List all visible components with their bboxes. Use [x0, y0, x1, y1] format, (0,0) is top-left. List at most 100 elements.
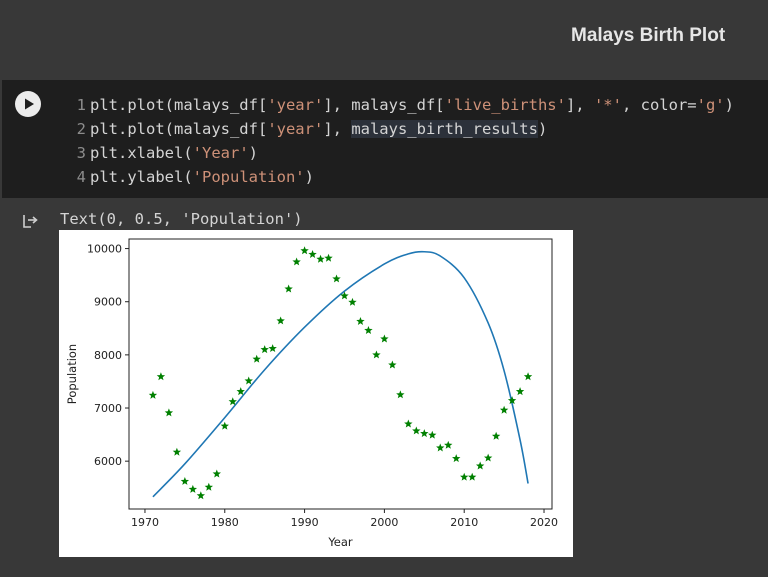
play-icon	[25, 98, 34, 110]
data-point	[404, 419, 413, 428]
data-point	[380, 334, 389, 343]
plot-frame	[128, 238, 553, 510]
code-line[interactable]: 4 plt.ylabel('Population')	[62, 165, 734, 189]
code-token: ],	[565, 96, 594, 114]
run-cell-button[interactable]	[15, 91, 41, 117]
data-point	[268, 344, 277, 353]
data-point	[388, 360, 397, 369]
data-point	[220, 421, 229, 430]
y-tick-label: 9000	[94, 296, 122, 309]
code-token: plt.ylabel(	[90, 168, 193, 186]
y-tick-label: 7000	[94, 402, 122, 415]
y-tick-label: 10000	[87, 243, 122, 256]
code-token: 'year'	[267, 96, 324, 114]
data-point	[316, 254, 325, 263]
data-point	[436, 443, 445, 452]
data-point	[148, 390, 158, 399]
data-point	[460, 472, 469, 481]
data-point	[332, 274, 341, 283]
data-point	[244, 376, 253, 385]
data-point	[412, 426, 421, 435]
code-token: ],	[323, 120, 352, 138]
code-cell[interactable]	[2, 80, 768, 198]
output-arrow-icon[interactable]	[22, 214, 40, 230]
code-token: 'year'	[267, 120, 324, 138]
code-editor[interactable]: 1 plt.plot(malays_df['year'], malays_df['…	[62, 93, 734, 189]
data-point	[372, 350, 381, 359]
x-tick-label: 1970	[131, 516, 159, 529]
data-point	[507, 396, 517, 405]
data-point	[428, 430, 437, 439]
data-point	[444, 440, 453, 449]
data-point	[228, 397, 237, 406]
data-point	[475, 461, 485, 470]
y-axis-label: Population	[65, 344, 79, 404]
data-point	[276, 316, 285, 325]
data-point	[515, 387, 525, 396]
code-token: 'live_births'	[444, 96, 566, 114]
code-token: '*'	[593, 96, 622, 114]
line-number: 1	[76, 96, 86, 114]
data-point	[164, 408, 174, 417]
data-point	[308, 250, 317, 258]
code-line[interactable]: 3 plt.xlabel('Year')	[62, 141, 734, 165]
data-point	[523, 372, 533, 381]
data-point	[499, 405, 509, 414]
data-point	[483, 453, 493, 462]
text-cell-heading: Malays Birth Plot	[0, 0, 768, 78]
line-number: 2	[76, 120, 86, 138]
x-tick-label: 2000	[370, 516, 398, 529]
data-point	[172, 447, 182, 456]
line-number: 4	[76, 168, 86, 186]
x-tick-label: 2010	[450, 516, 478, 529]
code-token: 'Year'	[192, 144, 249, 162]
code-token: plt.xlabel(	[90, 144, 193, 162]
code-token: 'Population'	[192, 168, 305, 186]
data-point	[196, 491, 206, 500]
data-point	[324, 253, 333, 262]
code-token: , color=	[621, 96, 697, 114]
code-token: )	[304, 168, 314, 186]
data-point	[420, 429, 429, 438]
y-tick-label: 8000	[94, 349, 122, 362]
data-point	[236, 387, 245, 396]
code-token: 'g'	[696, 96, 725, 114]
series-line-fit	[152, 250, 529, 498]
data-point	[156, 372, 166, 381]
data-point	[212, 469, 221, 478]
code-line[interactable]: 1 plt.plot(malays_df['year'], malays_df['…	[62, 93, 734, 117]
chart-svg: 1970 1980 1990 2000 2010 2020 6000 7000 8000 900…	[65, 238, 558, 549]
x-tick-label: 2020	[530, 516, 558, 529]
data-point	[364, 326, 373, 334]
data-point	[180, 476, 190, 485]
data-point	[340, 291, 349, 300]
data-point	[260, 345, 269, 354]
data-point	[284, 284, 293, 293]
code-token: )	[537, 120, 548, 138]
x-tick-label: 1990	[291, 516, 319, 529]
code-token: plt.plot(malays_df[	[90, 120, 268, 138]
data-point	[356, 316, 365, 325]
output-text: Text(0, 0.5, 'Population')	[60, 210, 303, 228]
y-tick-label: 6000	[94, 455, 122, 468]
data-point	[292, 257, 301, 266]
code-token: )	[724, 96, 734, 114]
plot-output: 1970 1980 1990 2000 2010 2020 6000 7000 8000 900…	[59, 230, 573, 557]
code-line[interactable]: 2 plt.plot(malays_df['year'], malays_birt…	[62, 117, 734, 141]
line-number: 3	[76, 144, 86, 162]
data-point	[188, 484, 198, 493]
code-token: malays_birth_results	[351, 120, 538, 138]
code-token: )	[248, 144, 258, 162]
data-point	[396, 390, 405, 399]
code-token: ], malays_df[	[323, 96, 445, 114]
x-axis-label: Year	[327, 535, 353, 549]
data-point	[204, 482, 213, 491]
x-tick-label: 1980	[211, 516, 239, 529]
data-point	[300, 246, 309, 255]
heading-title: Malays Birth Plot	[571, 25, 726, 46]
data-point	[252, 354, 261, 363]
data-point	[452, 454, 461, 463]
data-point	[348, 297, 357, 306]
code-token: plt.plot(malays_df[	[90, 96, 268, 114]
data-point	[468, 472, 477, 481]
